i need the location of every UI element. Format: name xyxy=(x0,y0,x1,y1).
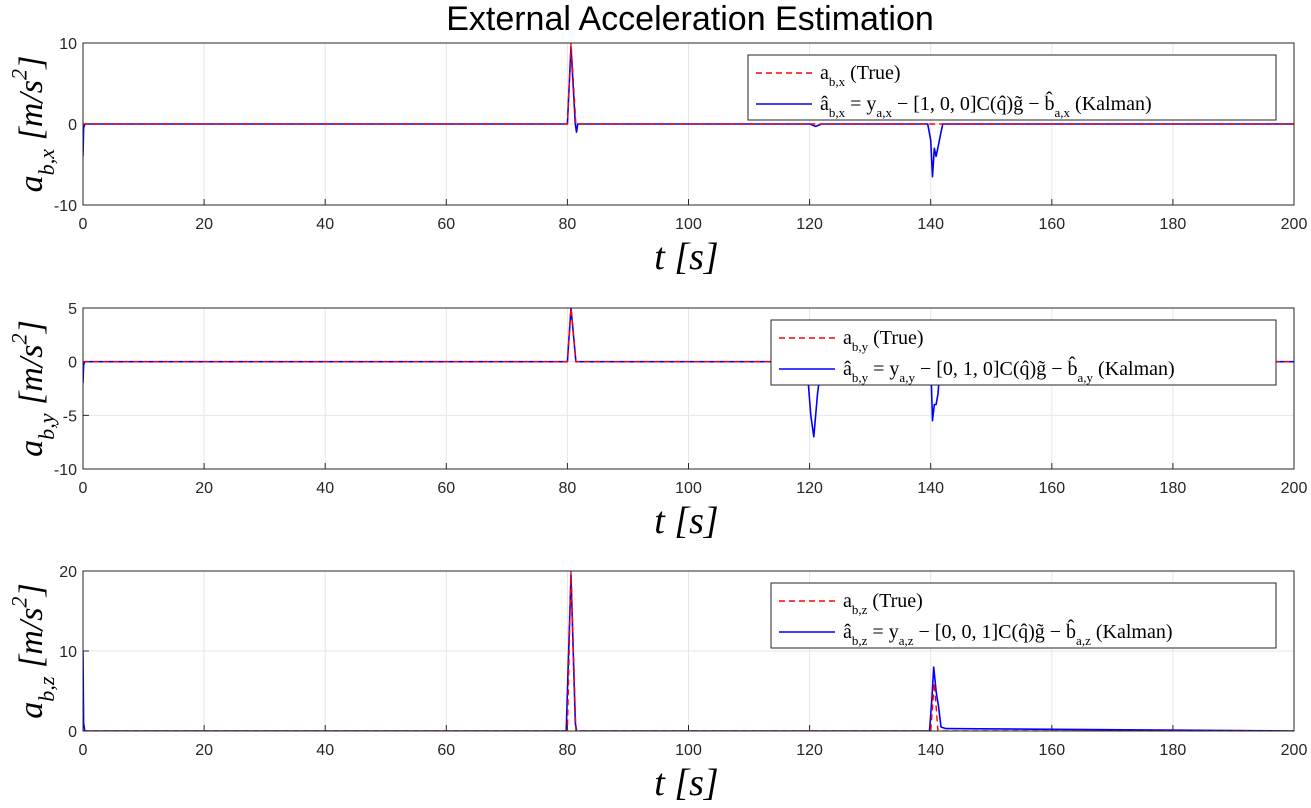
x-tick-label: 80 xyxy=(559,742,577,759)
legend-entry-label: ab,x​ (True) xyxy=(820,62,901,89)
legend-entry-label: âb,z​ = ya,z​ − [0, 0, 1]C(q̂)g̃ − b̂a,z… xyxy=(843,618,1172,648)
series-group xyxy=(83,43,1294,178)
x-tick-label: 160 xyxy=(1038,480,1065,497)
x-tick-label: 160 xyxy=(1038,742,1065,759)
x-tick-label: 180 xyxy=(1160,480,1187,497)
series-group xyxy=(83,308,1294,438)
x-tick-label: 120 xyxy=(796,216,823,233)
y-tick-label: 0 xyxy=(68,117,77,134)
x-tick-label: 100 xyxy=(675,480,702,497)
x-tick-label: 0 xyxy=(79,480,88,497)
x-axis-label: t [s] xyxy=(654,236,718,278)
y-tick-label: -5 xyxy=(63,408,77,425)
x-tick-label: 20 xyxy=(195,480,213,497)
y-tick-label: 0 xyxy=(68,724,77,741)
legend-entry-label: âb,x​ = ya,x​ − [1, 0, 0]C(q̂)g̃ − b̂a,x… xyxy=(820,90,1152,120)
x-tick-label: 60 xyxy=(437,216,455,233)
legend-box xyxy=(770,319,1277,386)
x-tick-label: 120 xyxy=(796,742,823,759)
series-group xyxy=(83,571,1294,731)
y-tick-label: -10 xyxy=(54,462,77,479)
legend-entry-label: âb,y​ = ya,y​ − [0, 1, 0]C(q̂)g̃ − b̂a,y… xyxy=(843,355,1175,385)
x-tick-label: 20 xyxy=(195,742,213,759)
x-tick-label: 100 xyxy=(675,216,702,233)
x-tick-label: 140 xyxy=(917,480,944,497)
axes-frame xyxy=(82,307,1295,470)
x-tick-label: 160 xyxy=(1038,216,1065,233)
x-tick-label: 180 xyxy=(1160,742,1187,759)
axes-frame xyxy=(82,570,1295,732)
x-tick-label: 200 xyxy=(1281,480,1308,497)
x-axis-label: t [s] xyxy=(654,500,718,542)
subplot-2: 0 20 40 60 80 100 120 140 160 180 200 5 0 -5 -10 t [s] a… xyxy=(7,301,1308,542)
x-tick-label: 100 xyxy=(675,742,702,759)
y-axis-label: ab,y​ [m/s2​] xyxy=(7,320,59,457)
legend-box xyxy=(747,54,1277,121)
x-tick-label: 60 xyxy=(437,742,455,759)
legend-entry-label: ab,z​ (True) xyxy=(843,590,923,617)
x-tick-label: 40 xyxy=(316,742,334,759)
legend-box xyxy=(770,582,1277,649)
x-tick-label: 200 xyxy=(1281,742,1308,759)
y-tick-label: 10 xyxy=(59,36,77,53)
kalman-series-line xyxy=(83,574,1294,731)
x-tick-label: 140 xyxy=(917,742,944,759)
x-tick-label: 0 xyxy=(79,742,88,759)
figure-title: External Acceleration Estimation xyxy=(446,0,934,38)
legend: ab,z​ (True)âb,z​ = ya,z​ − [0, 0, 1]C(q… xyxy=(770,582,1277,649)
axes-frame xyxy=(82,42,1295,206)
y-axis-label: ab,z​ [m/s2​] xyxy=(7,583,59,718)
kalman-series-line xyxy=(83,46,1294,178)
x-tick-label: 40 xyxy=(316,480,334,497)
legend: ab,y​ (True)âb,y​ = ya,y​ − [0, 1, 0]C(q… xyxy=(770,319,1277,386)
x-tick-label: 40 xyxy=(316,216,334,233)
true-series-line xyxy=(83,43,1294,125)
x-tick-label: 180 xyxy=(1160,216,1187,233)
y-axis-label: ab,x​ [m/s2​] xyxy=(7,56,59,193)
x-tick-label: 200 xyxy=(1281,216,1308,233)
x-tick-label: 80 xyxy=(559,216,577,233)
x-axis-label: t [s] xyxy=(654,762,718,804)
true-series-line xyxy=(83,308,1294,363)
y-tick-label: 20 xyxy=(59,564,77,581)
y-tick-label: -10 xyxy=(54,198,77,215)
x-tick-label: 60 xyxy=(437,480,455,497)
legend: ab,x​ (True)âb,x​ = ya,x​ − [1, 0, 0]C(q… xyxy=(747,54,1277,121)
x-tick-label: 120 xyxy=(796,480,823,497)
x-tick-label: 20 xyxy=(195,216,213,233)
x-tick-label: 80 xyxy=(559,480,577,497)
x-tick-label: 140 xyxy=(917,216,944,233)
legend-entry-label: ab,y​ (True) xyxy=(843,327,924,354)
x-tick-label: 0 xyxy=(79,216,88,233)
y-tick-label: 10 xyxy=(59,644,77,661)
y-tick-label: 5 xyxy=(68,301,77,318)
y-tick-label: 0 xyxy=(68,355,77,372)
